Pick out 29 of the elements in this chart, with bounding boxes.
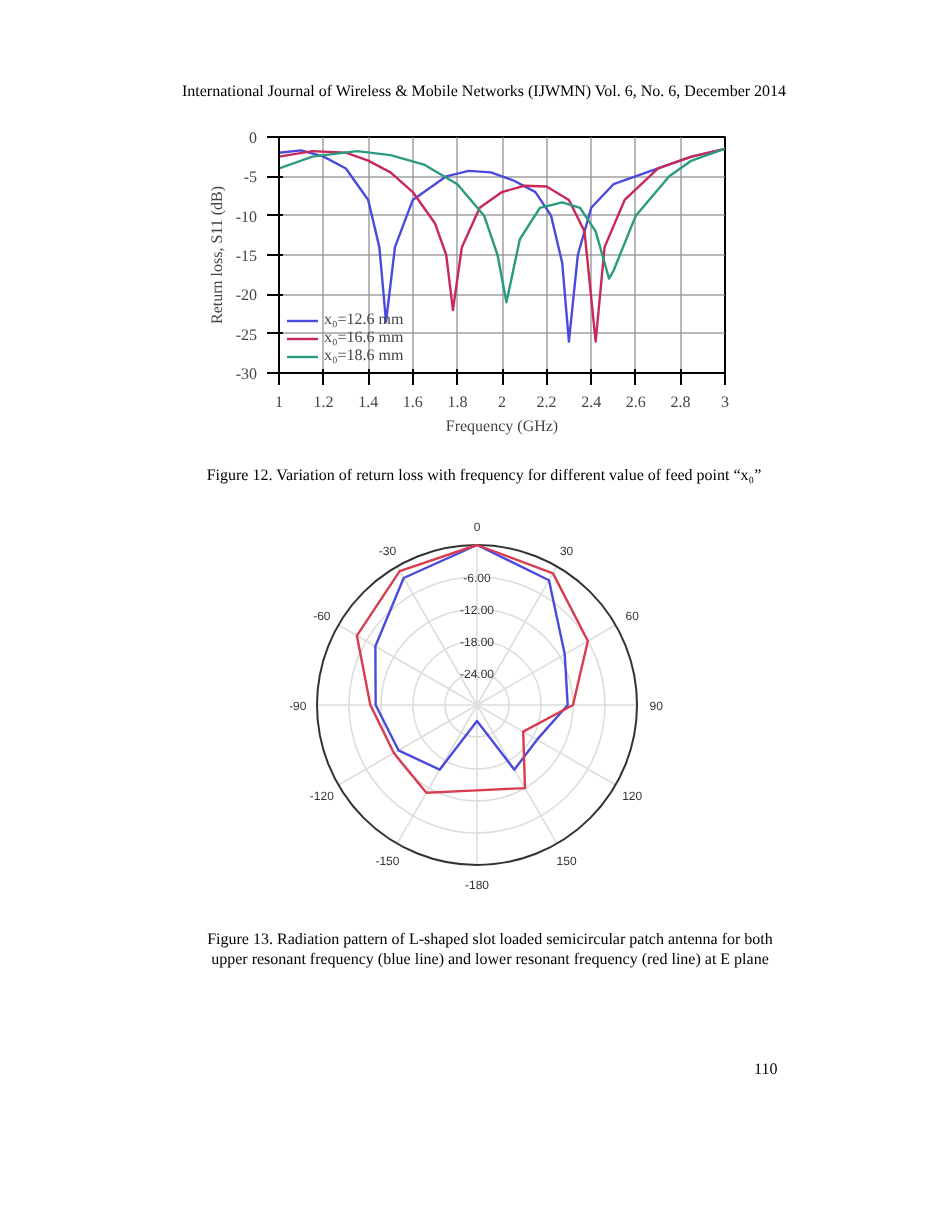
caption: Figure 13. Radiation pattern of L-shaped slot loaded semicircular patch antenna for both upper resonant frequency (blue line) and lower resonant frequency (red line) at E plane bbox=[205, 930, 775, 970]
x-tick-label: 2.4 bbox=[581, 393, 602, 411]
text: International Journal of Wireless & Mobile Networks (IJWMN) Vol. 6, No. 6, December 2014 bbox=[181, 82, 787, 102]
y-tick-label: -20 bbox=[235, 286, 258, 305]
x-axis-title: Frequency (GHz) bbox=[445, 417, 559, 435]
y-tick-label: -30 bbox=[235, 365, 258, 383]
y-tick-label: -15 bbox=[235, 247, 258, 265]
y-tick-label: 0 bbox=[249, 129, 257, 147]
y-tick-label: -5 bbox=[243, 168, 258, 187]
text: 110 bbox=[754, 1060, 778, 1080]
line-series bbox=[279, 147, 725, 304]
y-tick-label: -25 bbox=[235, 325, 258, 344]
x-tick-label: 3 bbox=[721, 393, 729, 411]
x-tick-label: 1.6 bbox=[402, 393, 423, 411]
caption: Figure 12. Variation of return loss with frequency for different value of feed point “x₀” bbox=[206, 466, 762, 486]
y-tick-label: -10 bbox=[235, 207, 258, 226]
x-tick-label: 2.8 bbox=[670, 393, 691, 411]
x-tick-label: 1.4 bbox=[358, 393, 379, 411]
x-tick-label: 1 bbox=[275, 393, 283, 411]
legend-label: x₀=12.6 mm bbox=[324, 310, 404, 328]
x-tick-label: 2 bbox=[498, 393, 506, 411]
legend-label: x₀=16.6 mm bbox=[324, 328, 404, 346]
y-axis-title: Return loss, S11 (dB) bbox=[207, 185, 226, 325]
x-tick-label: 2.2 bbox=[536, 393, 557, 411]
legend-label: x₀=18.6 mm bbox=[324, 346, 404, 364]
x-tick-label: 2.6 bbox=[625, 393, 646, 411]
x-tick-label: 1.8 bbox=[447, 393, 468, 411]
x-tick-label: 1.2 bbox=[313, 393, 334, 411]
line-series bbox=[279, 147, 725, 343]
